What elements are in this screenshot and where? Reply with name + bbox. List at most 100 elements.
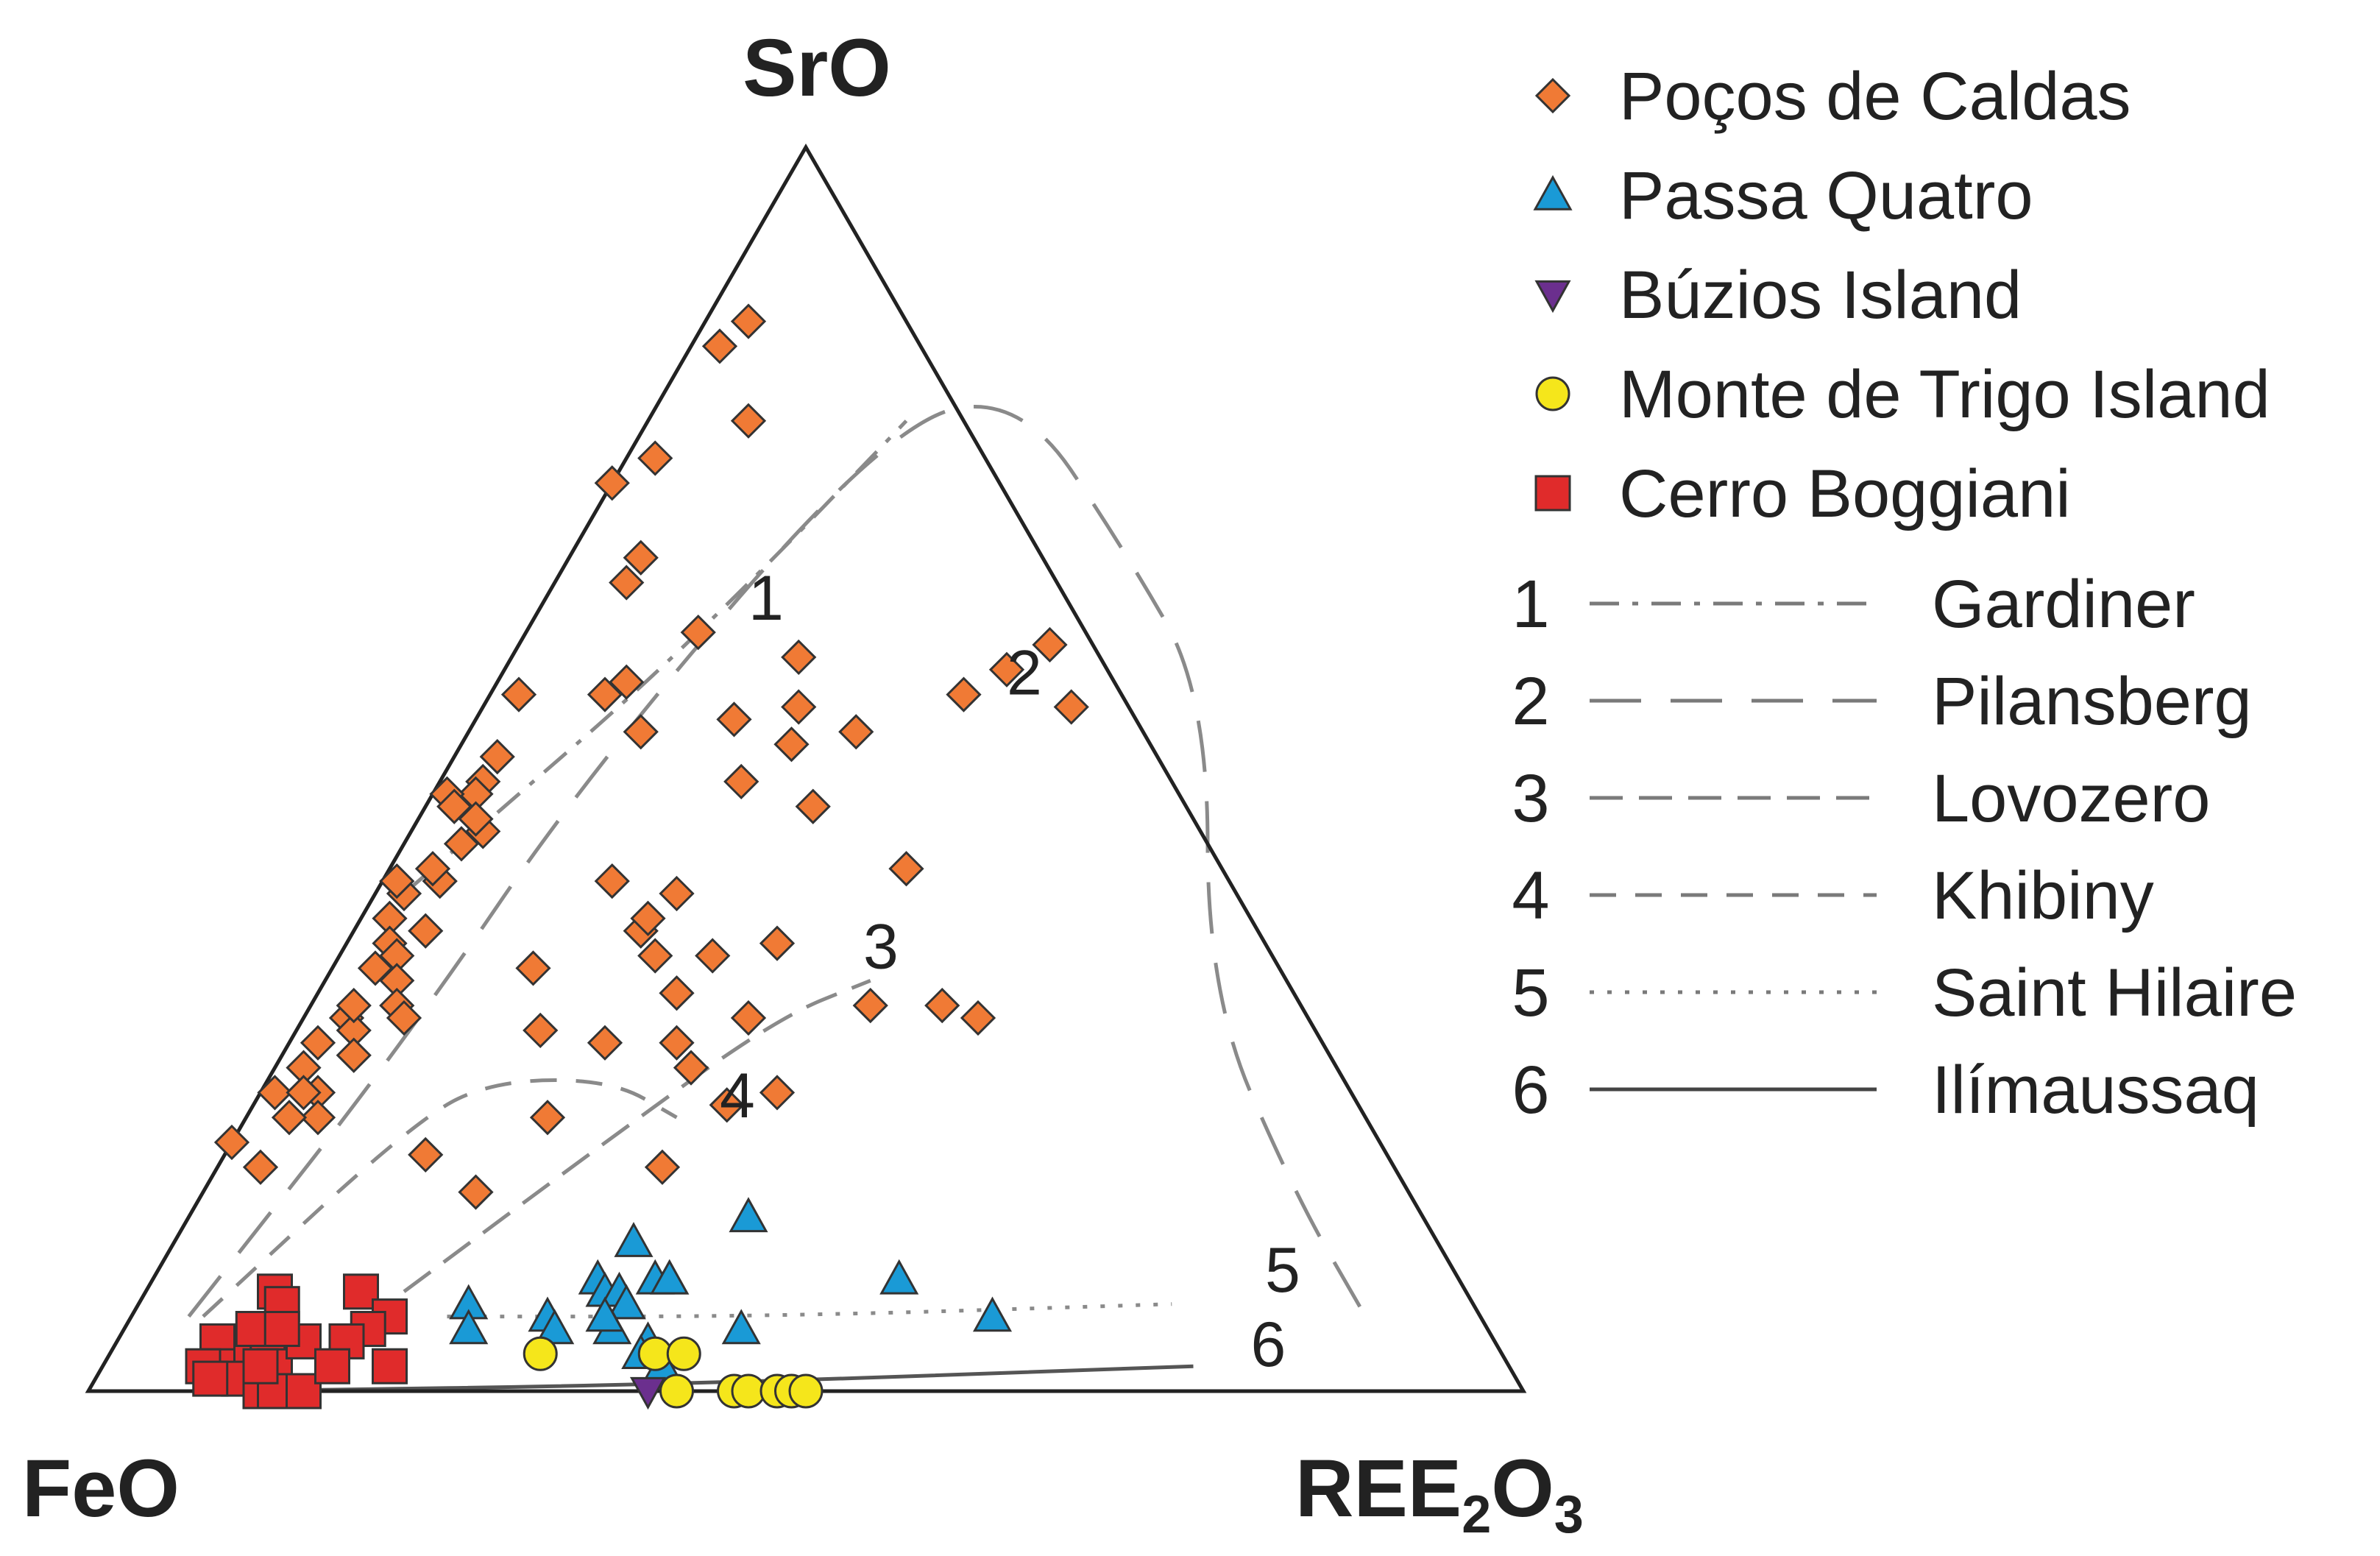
data-point — [357, 950, 394, 986]
data-point — [336, 1037, 372, 1073]
series-b-zios-island — [629, 1376, 667, 1410]
data-point — [300, 1100, 336, 1136]
curve-label-6: 6 — [1251, 1309, 1286, 1380]
data-point — [242, 1348, 279, 1385]
data-point — [759, 1075, 796, 1111]
legend-curve-number: 4 — [1512, 858, 1549, 933]
data-point — [263, 1311, 300, 1347]
legend-label: Cerro Boggiani — [1619, 456, 2071, 531]
legend-curve-number: 2 — [1512, 664, 1549, 739]
curve-pilansberg — [187, 404, 1367, 1318]
data-point — [606, 1284, 646, 1320]
data-point — [759, 925, 796, 961]
data-point — [988, 651, 1025, 687]
data-point — [1053, 689, 1089, 725]
data-point — [257, 1075, 293, 1111]
vertex-label-right-main: REE — [1295, 1443, 1462, 1534]
data-point — [414, 851, 451, 887]
data-point — [443, 826, 480, 862]
data-point — [535, 1309, 575, 1345]
legend-marker — [1534, 475, 1571, 512]
data-point — [731, 1373, 766, 1409]
data-point — [213, 1124, 250, 1161]
vertex-label-right: REE2O3 — [1295, 1443, 1584, 1544]
series-po-os-de-caldas — [213, 303, 1089, 1210]
data-point — [458, 1174, 494, 1210]
data-point — [637, 1336, 673, 1371]
data-point — [650, 1259, 690, 1295]
data-point — [609, 565, 645, 601]
legend-curve-name: Pilansberg — [1932, 664, 2252, 739]
legend-curve-name: Gardiner — [1932, 567, 2195, 642]
curve-label-4: 4 — [720, 1061, 755, 1131]
data-point — [730, 303, 767, 339]
vertex-label-right-mid: O — [1491, 1443, 1554, 1534]
data-point — [781, 639, 817, 676]
vertex-label-left: FeO — [22, 1443, 180, 1534]
data-point — [659, 975, 695, 1011]
legend-curve-name: Lovozero — [1932, 761, 2210, 836]
legend: Poços de Caldas Passa Quatro Búzios Island… — [1512, 59, 2297, 1128]
data-point — [594, 863, 630, 899]
data-point — [701, 328, 738, 364]
data-point — [336, 987, 372, 1024]
legend-label: Passa Quatro — [1619, 158, 2033, 233]
series-monte-de-trigo-island — [523, 1336, 824, 1409]
legend-marker — [1534, 77, 1571, 114]
curve-khibiny — [202, 1078, 678, 1318]
data-points — [185, 303, 1089, 1410]
data-point — [680, 614, 716, 651]
curve-label-5: 5 — [1265, 1235, 1300, 1306]
data-point — [623, 540, 659, 576]
data-point — [659, 875, 695, 912]
legend-curve-number: 5 — [1512, 955, 1549, 1030]
data-point — [479, 738, 515, 775]
legend-curve-name: Saint Hilaire — [1932, 955, 2297, 1030]
data-point — [730, 403, 767, 439]
vertex-label-right-sub2: 3 — [1554, 1485, 1584, 1544]
data-point — [436, 788, 472, 824]
vertex-label-top: SrO — [743, 23, 891, 113]
data-point — [286, 1373, 322, 1410]
data-point — [924, 987, 960, 1024]
curve-label-2: 2 — [1007, 638, 1042, 709]
data-point — [673, 1050, 709, 1086]
data-point — [781, 689, 817, 725]
data-point — [946, 676, 982, 712]
data-point — [644, 1149, 681, 1185]
curve-lovozero — [403, 978, 871, 1293]
data-point — [716, 701, 752, 738]
data-point — [523, 1012, 559, 1049]
legend-curve-name: Khibiny — [1932, 858, 2154, 933]
curve-labels: 1 2 3 4 56 — [720, 563, 1300, 1380]
data-point — [386, 1000, 422, 1036]
vertex-label-right-sub1: 2 — [1462, 1485, 1491, 1544]
legend-marker — [1533, 174, 1573, 211]
data-point — [379, 863, 415, 899]
legend-curve-number: 6 — [1512, 1053, 1549, 1128]
data-point — [888, 851, 924, 887]
data-point — [729, 1197, 768, 1233]
legend-label: Poços de Caldas — [1619, 59, 2131, 134]
data-point — [629, 1376, 667, 1410]
data-point — [609, 664, 645, 700]
series-passa-quatro — [449, 1197, 1013, 1382]
data-point — [1032, 626, 1068, 663]
data-point — [242, 1149, 279, 1185]
data-point — [695, 938, 731, 974]
legend-curve-number: 3 — [1512, 761, 1549, 836]
data-point — [852, 987, 888, 1024]
data-point — [449, 1309, 489, 1345]
data-point — [314, 1348, 350, 1385]
data-point — [614, 1222, 654, 1257]
data-point — [795, 788, 831, 824]
data-point — [286, 1075, 322, 1111]
data-point — [709, 1087, 745, 1123]
data-point — [585, 1296, 625, 1332]
data-point — [623, 714, 659, 750]
curve-label-1: 1 — [748, 563, 784, 634]
data-point — [630, 900, 666, 936]
legend-marker — [1535, 376, 1570, 411]
reference-curves — [187, 404, 1367, 1393]
